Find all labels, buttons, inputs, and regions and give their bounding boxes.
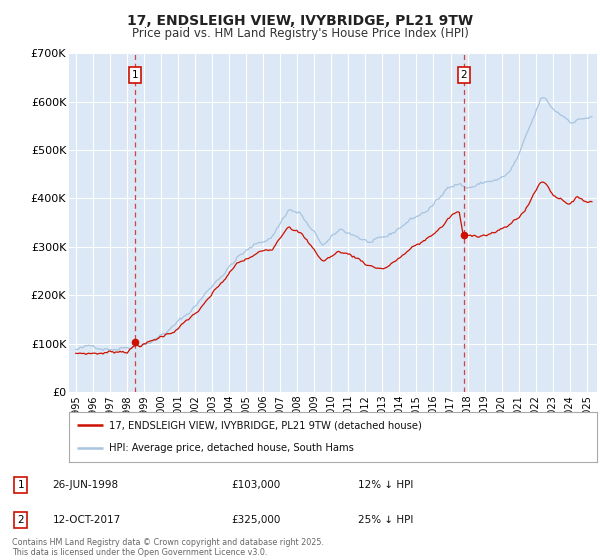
Text: 26-JUN-1998: 26-JUN-1998 (52, 480, 118, 490)
Text: 12% ↓ HPI: 12% ↓ HPI (358, 480, 413, 490)
Text: HPI: Average price, detached house, South Hams: HPI: Average price, detached house, Sout… (109, 444, 353, 454)
Text: 2: 2 (460, 70, 467, 80)
Text: 12-OCT-2017: 12-OCT-2017 (52, 515, 121, 525)
Text: 25% ↓ HPI: 25% ↓ HPI (358, 515, 413, 525)
Text: £325,000: £325,000 (231, 515, 280, 525)
Text: Price paid vs. HM Land Registry's House Price Index (HPI): Price paid vs. HM Land Registry's House … (131, 27, 469, 40)
Text: 1: 1 (132, 70, 139, 80)
Text: 17, ENDSLEIGH VIEW, IVYBRIDGE, PL21 9TW: 17, ENDSLEIGH VIEW, IVYBRIDGE, PL21 9TW (127, 14, 473, 28)
Text: 17, ENDSLEIGH VIEW, IVYBRIDGE, PL21 9TW (detached house): 17, ENDSLEIGH VIEW, IVYBRIDGE, PL21 9TW … (109, 420, 421, 430)
Text: Contains HM Land Registry data © Crown copyright and database right 2025.
This d: Contains HM Land Registry data © Crown c… (12, 538, 324, 557)
Text: 2: 2 (17, 515, 24, 525)
Text: 1: 1 (17, 480, 24, 490)
Text: £103,000: £103,000 (231, 480, 280, 490)
